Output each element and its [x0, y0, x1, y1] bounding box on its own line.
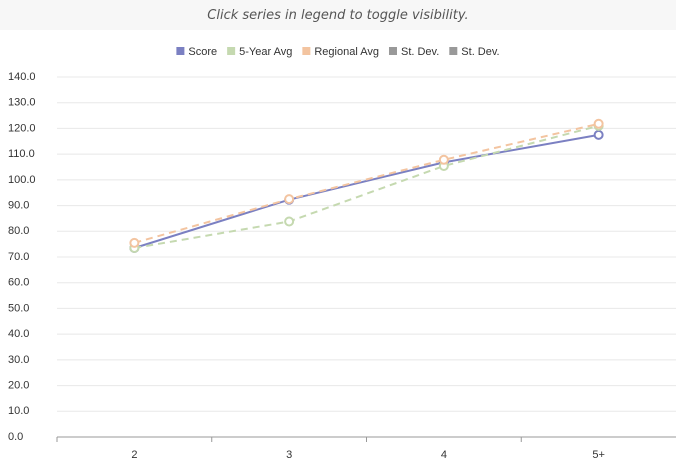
legend-swatch — [176, 47, 185, 55]
legend-swatch — [302, 47, 311, 55]
y-tick-label: 140.0 — [8, 71, 36, 83]
y-tick-label: 130.0 — [8, 97, 36, 109]
series-marker — [593, 129, 604, 140]
y-tick-label: 120.0 — [8, 122, 36, 134]
series-marker — [284, 194, 295, 205]
y-tick-label: 100.0 — [8, 174, 36, 186]
legend-item[interactable]: St. Dev. — [388, 46, 439, 58]
series-line — [134, 122, 599, 244]
legend-label: Regional Avg — [314, 46, 379, 58]
y-tick-label: 40.0 — [8, 328, 29, 340]
legend: Score 5-Year Avg Regional Avg St. Dev. St. D… — [176, 46, 500, 58]
legend-item[interactable]: St. Dev. — [449, 46, 500, 58]
legend-swatch — [388, 47, 397, 55]
chart: 0.0 10.0 20.0 30.0 40.0 50.0 60.0 70.0 80.0 90.0 1… — [8, 46, 676, 461]
legend-label: Score — [188, 46, 217, 58]
y-tick-label: 50.0 — [8, 302, 29, 314]
x-tick-label: 3 — [286, 449, 292, 461]
series-marker — [284, 216, 295, 227]
y-tick-label: 0.0 — [8, 431, 23, 443]
y-tick-label: 10.0 — [8, 405, 29, 417]
y-tick-label: 80.0 — [8, 225, 29, 237]
legend-item[interactable]: 5-Year Avg — [227, 46, 292, 58]
series-marker — [129, 237, 140, 248]
legend-swatch — [449, 47, 458, 55]
y-tick-label: 70.0 — [8, 251, 29, 263]
y-tick-label: 110.0 — [8, 148, 35, 160]
y-tick-label: 20.0 — [8, 379, 29, 391]
series-marker — [438, 154, 449, 165]
series-line — [134, 133, 599, 249]
legend-item[interactable]: Regional Avg — [302, 46, 379, 58]
legend-item[interactable]: Score — [176, 46, 217, 58]
series-line — [134, 124, 599, 249]
y-tick-label: 30.0 — [8, 354, 29, 366]
legend-label: St. Dev. — [461, 46, 499, 58]
y-tick-label: 90.0 — [8, 199, 29, 211]
x-tick-label: 4 — [441, 449, 447, 461]
toggle-note: Click series in legend to toggle visibil… — [0, 0, 676, 30]
legend-label: 5-Year Avg — [239, 46, 292, 58]
legend-swatch — [227, 47, 236, 55]
legend-label: St. Dev. — [401, 46, 439, 58]
x-tick-label: 2 — [131, 449, 137, 461]
x-tick-label: 5+ — [592, 449, 605, 461]
series-marker — [593, 118, 604, 129]
y-tick-label: 60.0 — [8, 277, 29, 289]
